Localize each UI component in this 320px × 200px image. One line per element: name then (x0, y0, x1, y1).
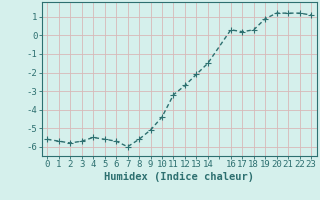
X-axis label: Humidex (Indice chaleur): Humidex (Indice chaleur) (104, 172, 254, 182)
